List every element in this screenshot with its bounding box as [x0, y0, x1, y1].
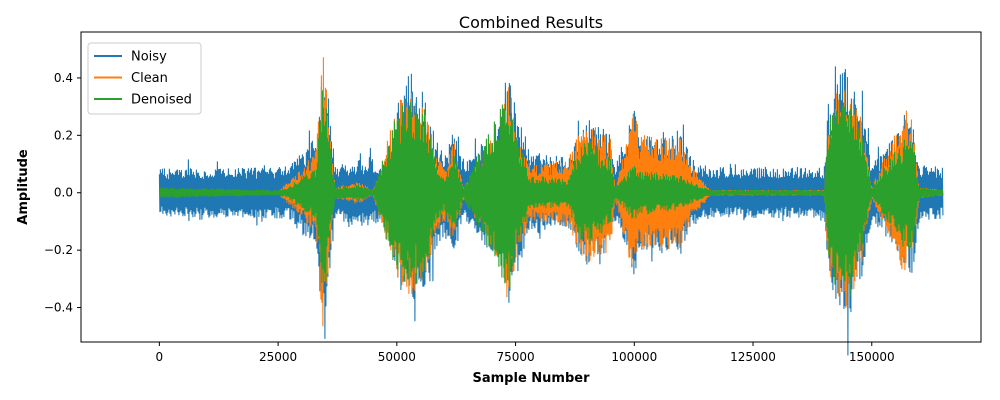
x-tick-label: 150000: [849, 350, 895, 364]
y-tick-label: −0.4: [44, 301, 73, 315]
chart-title: Combined Results: [459, 13, 603, 32]
x-tick-label: 125000: [730, 350, 776, 364]
y-axis: −0.4 −0.2 0.0 0.2 0.4: [44, 71, 81, 315]
x-tick-label: 100000: [611, 350, 657, 364]
legend-label: Clean: [131, 71, 168, 86]
x-tick-label: 25000: [259, 350, 297, 364]
legend-label: Noisy: [131, 50, 167, 65]
x-axis-label: Sample Number: [473, 371, 591, 386]
legend: Noisy Clean Denoised: [87, 42, 202, 115]
series-denoised: [158, 87, 944, 296]
legend-box: [87, 42, 202, 115]
y-tick-label: 0.2: [54, 128, 73, 142]
x-tick-label: 0: [156, 350, 164, 364]
plot-area: [158, 57, 944, 356]
y-tick-label: 0.4: [54, 71, 73, 85]
y-tick-label: −0.2: [44, 243, 73, 257]
legend-label: Denoised: [131, 93, 192, 108]
plot-frame: [80, 31, 982, 343]
y-axis-label: Amplitude: [16, 149, 31, 225]
y-tick-label: 0.0: [54, 186, 73, 200]
series-line: [158, 87, 944, 296]
x-tick-label: 50000: [378, 350, 416, 364]
x-tick-label: 75000: [496, 350, 534, 364]
x-axis: 0 25000 50000 75000 100000 125000 150000: [156, 342, 895, 364]
